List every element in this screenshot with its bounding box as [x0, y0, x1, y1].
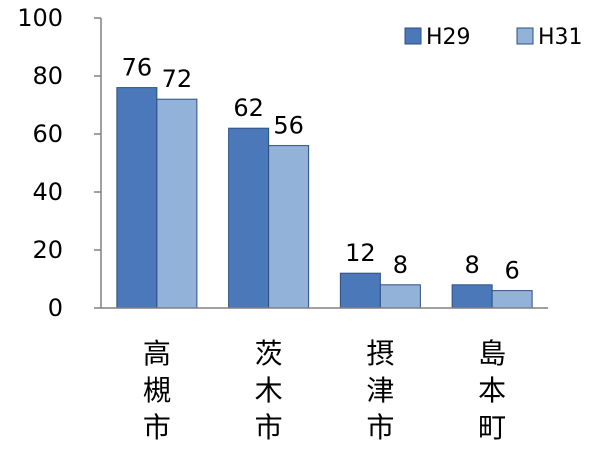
- data-label: 76: [122, 54, 153, 82]
- data-label: 6: [504, 257, 519, 285]
- bar-h31-1: [268, 145, 310, 309]
- category-label-char: 茨: [255, 337, 283, 370]
- legend-swatch-h31: [516, 27, 534, 45]
- category-label-char: 市: [366, 411, 394, 444]
- category-label-char: 槻: [143, 374, 171, 407]
- y-tick-label: 40: [32, 178, 63, 206]
- data-label: 56: [273, 112, 304, 140]
- category-label-char: 摂: [366, 337, 394, 370]
- category-label-char: 本: [478, 374, 506, 407]
- bar-h31-3: [491, 290, 533, 309]
- bar-h29-0: [116, 87, 158, 309]
- legend-label-h31: H31: [538, 25, 583, 50]
- category-label-char: 高: [143, 337, 171, 370]
- bar-h29-1: [228, 127, 270, 309]
- bar-h31-2: [379, 284, 421, 309]
- legend-label-h29: H29: [426, 25, 471, 50]
- data-label: 62: [233, 94, 264, 122]
- bar-h31-0: [156, 98, 198, 309]
- y-axis-ticks: 0 20 40 60 80 100: [17, 4, 101, 322]
- category-label-char: 市: [255, 411, 283, 444]
- y-tick-label: 100: [17, 4, 63, 32]
- legend-swatch-h29: [404, 27, 422, 45]
- category-label-char: 島: [478, 337, 506, 370]
- bar-h29-2: [339, 272, 381, 309]
- category-label-char: 木: [255, 374, 283, 407]
- data-label: 8: [393, 251, 408, 279]
- y-tick-label: 60: [32, 120, 63, 148]
- category-label-char: 津: [366, 374, 394, 407]
- bars: [116, 87, 533, 309]
- category-label-char: 町: [478, 411, 506, 444]
- bar-h29-3: [451, 284, 493, 309]
- data-label: 72: [162, 65, 193, 93]
- legend: H29 H31: [404, 25, 583, 50]
- data-label: 8: [464, 251, 479, 279]
- y-tick-label: 20: [32, 236, 63, 264]
- data-label: 12: [345, 239, 376, 267]
- category-label-char: 市: [143, 411, 171, 444]
- y-tick-label: 80: [32, 62, 63, 90]
- y-tick-label: 0: [48, 294, 63, 322]
